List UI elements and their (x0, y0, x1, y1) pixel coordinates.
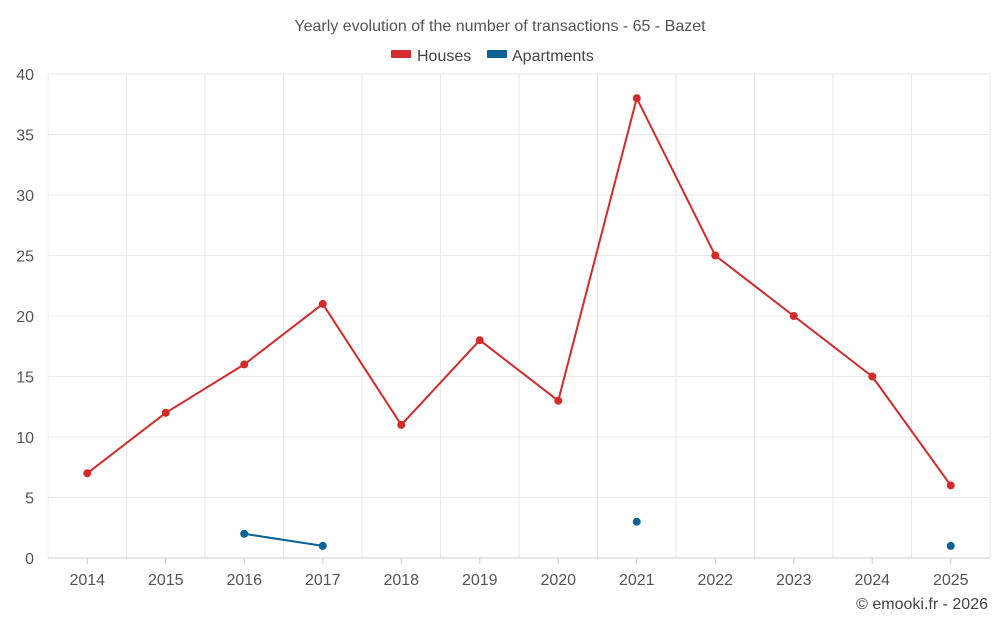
x-axis: 2014 2015 2016 2017 2018 2019 2020 2021 2022 2023… (48, 557, 990, 589)
data-point (475, 336, 484, 345)
data-point (711, 251, 720, 260)
x-tick-label: 2022 (697, 572, 733, 589)
x-tick-label: 2019 (462, 572, 498, 589)
grid (47, 73, 991, 559)
y-tick-label: 15 (16, 370, 34, 387)
data-point (946, 541, 955, 550)
legend-swatch (391, 50, 411, 58)
x-tick-label: 2023 (776, 572, 812, 589)
y-tick-label: 10 (16, 430, 34, 447)
data-point (240, 360, 249, 369)
y-tick-label: 25 (16, 249, 34, 266)
legend-label: Houses (417, 48, 471, 65)
data-point (318, 541, 327, 550)
data-point (632, 517, 641, 526)
y-tick-label: 0 (25, 551, 34, 568)
series-line (86, 97, 952, 486)
series-houses (83, 94, 955, 490)
x-tick-label: 2015 (148, 572, 184, 589)
x-tick-label: 2024 (854, 572, 890, 589)
data-point (397, 420, 406, 429)
legend-label: Apartments (512, 48, 594, 65)
chart-title: Yearly evolution of the number of transa… (294, 18, 706, 35)
x-tick-label: 2018 (383, 572, 419, 589)
y-tick-label: 5 (25, 491, 34, 508)
series-apartments (240, 517, 955, 550)
legend-swatch (487, 50, 507, 58)
x-tick-label: 2014 (69, 572, 105, 589)
y-tick-label: 30 (16, 188, 34, 205)
x-tick-label: 2021 (619, 572, 655, 589)
series-line (244, 532, 323, 547)
data-point (632, 94, 641, 103)
data-point (240, 529, 249, 538)
data-point (946, 481, 955, 490)
legend-item-apartments: Apartments (487, 48, 594, 65)
y-tick-label: 20 (16, 309, 34, 326)
x-tick-label: 2017 (305, 572, 341, 589)
y-tick-label: 35 (16, 128, 34, 145)
x-tick-label: 2020 (540, 572, 576, 589)
y-axis: 0 5 10 15 20 25 30 35 40 (16, 67, 34, 568)
data-point (789, 312, 798, 320)
y-tick-label: 40 (16, 67, 34, 84)
data-point (83, 469, 92, 478)
x-tick-label: 2016 (226, 572, 262, 589)
legend: Houses Apartments (391, 48, 594, 65)
data-point (868, 372, 877, 381)
credit-text: © emooki.fr - 2026 (856, 596, 988, 613)
data-point (161, 408, 170, 417)
data-point (554, 396, 563, 405)
plot-area (83, 94, 955, 550)
x-tick-label: 2025 (933, 572, 969, 589)
data-point (318, 299, 327, 308)
legend-item-houses: Houses (391, 48, 471, 65)
